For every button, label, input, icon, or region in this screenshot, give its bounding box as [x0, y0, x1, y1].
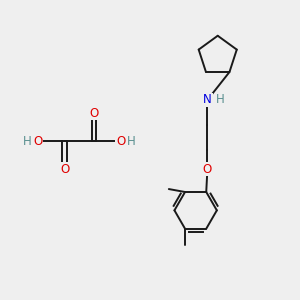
Text: O: O	[34, 135, 43, 148]
Text: O: O	[89, 107, 99, 120]
Text: H: H	[127, 135, 135, 148]
Text: O: O	[203, 163, 212, 176]
Text: N: N	[203, 93, 212, 106]
Text: H: H	[215, 93, 224, 106]
Text: O: O	[116, 135, 125, 148]
Text: O: O	[60, 163, 69, 176]
Text: H: H	[22, 135, 31, 148]
